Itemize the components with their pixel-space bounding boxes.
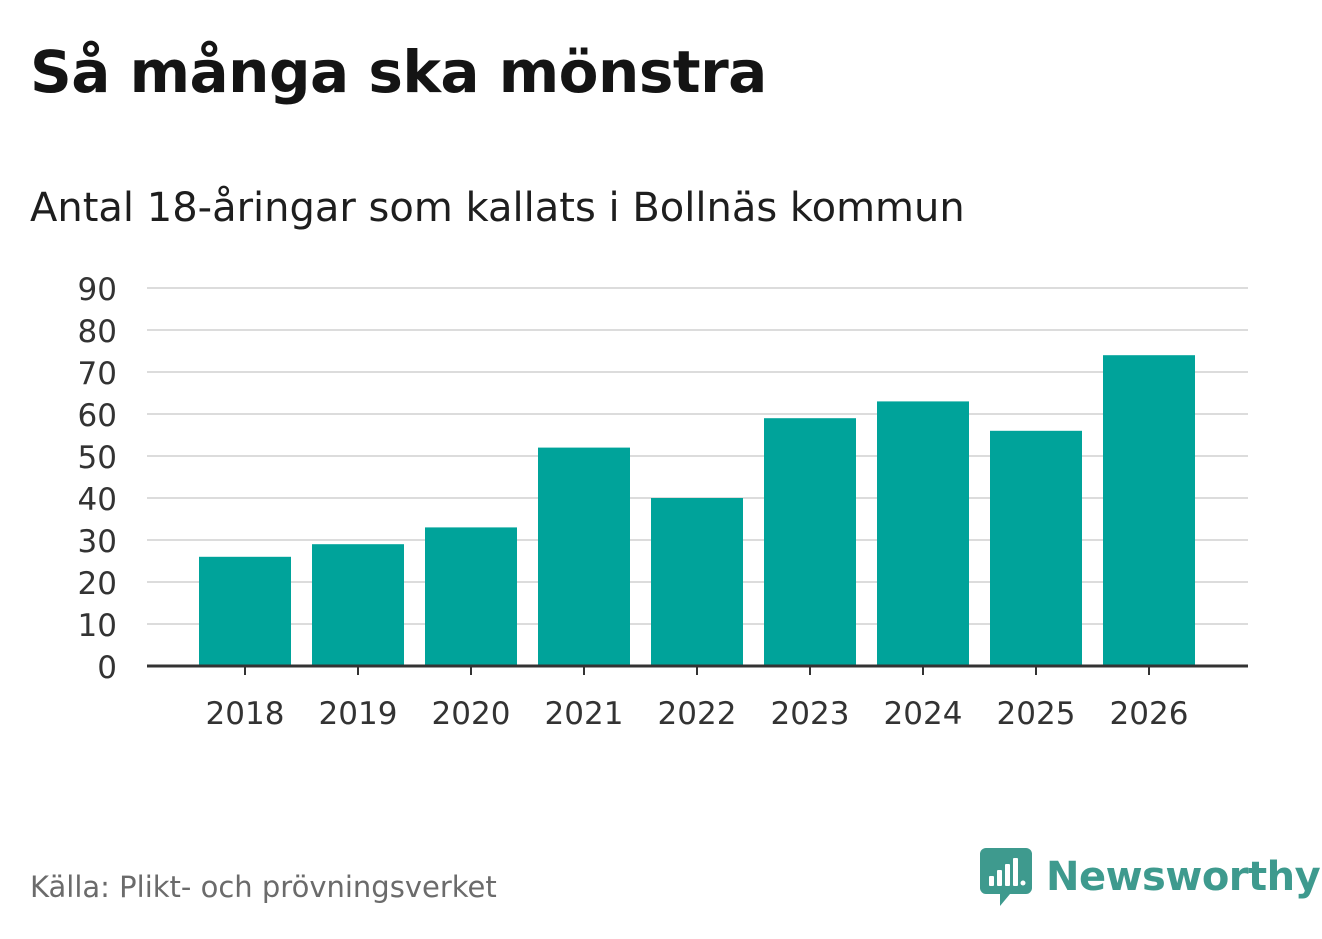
x-tick-label: 2019: [319, 696, 398, 732]
brand-logo: Newsworthy: [980, 848, 1321, 906]
y-tick-label: 10: [78, 608, 117, 644]
y-tick-label: 90: [78, 272, 117, 308]
source-note: Källa: Plikt- och prövningsverket: [30, 870, 497, 904]
bar-2020: [425, 527, 517, 666]
y-tick-label: 20: [78, 566, 117, 602]
chart-title: Så många ska mönstra: [30, 38, 767, 106]
x-tick-label: 2023: [771, 696, 850, 732]
bar-2021: [538, 447, 630, 666]
newsworthy-logo-icon: [980, 848, 1032, 906]
y-tick-label: 80: [78, 314, 117, 350]
bar-2024: [877, 401, 969, 666]
brand-name: Newsworthy: [1046, 854, 1321, 900]
x-tick-label: 2022: [658, 696, 737, 732]
x-tick-label: 2026: [1110, 696, 1189, 732]
x-tick-label: 2018: [206, 696, 285, 732]
x-tick-label: 2020: [432, 696, 511, 732]
chart-subtitle: Antal 18-åringar som kallats i Bollnäs k…: [30, 185, 965, 231]
y-tick-label: 40: [78, 482, 117, 518]
bar-2026: [1103, 355, 1195, 666]
y-tick-label: 0: [97, 650, 117, 686]
y-tick-label: 30: [78, 524, 117, 560]
bar-2018: [199, 556, 291, 666]
x-tick-label: 2024: [884, 696, 963, 732]
bar-2022: [651, 498, 743, 666]
bar-2019: [312, 544, 404, 666]
y-tick-label: 60: [78, 398, 117, 434]
bar-2025: [990, 430, 1082, 666]
y-tick-label: 70: [78, 356, 117, 392]
y-tick-label: 50: [78, 440, 117, 476]
x-tick-label: 2021: [545, 696, 624, 732]
bar-2023: [764, 418, 856, 666]
x-tick-label: 2025: [997, 696, 1076, 732]
